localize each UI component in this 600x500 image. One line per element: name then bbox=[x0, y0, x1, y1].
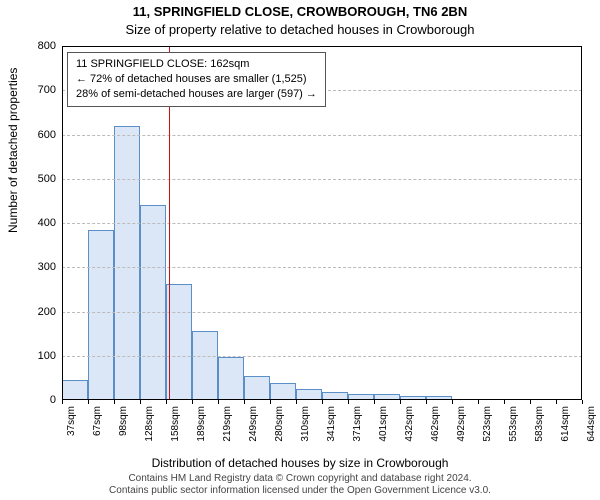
x-tick-label: 644sqm bbox=[586, 406, 597, 456]
histogram-bar bbox=[140, 205, 166, 400]
y-gridline bbox=[62, 223, 582, 224]
y-tick-label: 300 bbox=[38, 261, 62, 273]
x-tick-label: 158sqm bbox=[170, 406, 181, 456]
x-tick-label: 462sqm bbox=[430, 406, 441, 456]
y-gridline bbox=[62, 135, 582, 136]
x-tick-mark bbox=[140, 400, 141, 404]
histogram-bar bbox=[192, 331, 218, 400]
histogram-bar bbox=[426, 396, 452, 400]
page-subtitle: Size of property relative to detached ho… bbox=[0, 22, 600, 37]
x-tick-mark bbox=[348, 400, 349, 404]
x-tick-label: 432sqm bbox=[404, 406, 415, 456]
y-tick-label: 700 bbox=[38, 84, 62, 96]
x-tick-mark bbox=[400, 400, 401, 404]
x-tick-mark bbox=[582, 400, 583, 404]
x-tick-label: 280sqm bbox=[274, 406, 285, 456]
annotation-box: 11 SPRINGFIELD CLOSE: 162sqm ← 72% of de… bbox=[67, 52, 326, 107]
histogram-bar bbox=[348, 394, 374, 400]
x-tick-mark bbox=[426, 400, 427, 404]
y-gridline bbox=[62, 267, 582, 268]
y-gridline bbox=[62, 356, 582, 357]
y-tick-label: 800 bbox=[38, 40, 62, 52]
x-tick-label: 249sqm bbox=[248, 406, 259, 456]
x-tick-label: 98sqm bbox=[118, 406, 129, 456]
histogram-bar bbox=[244, 376, 270, 400]
x-tick-mark bbox=[556, 400, 557, 404]
y-axis-label: Number of detached properties bbox=[6, 68, 20, 233]
x-tick-label: 341sqm bbox=[326, 406, 337, 456]
x-tick-mark bbox=[166, 400, 167, 404]
x-tick-mark bbox=[478, 400, 479, 404]
x-tick-mark bbox=[88, 400, 89, 404]
histogram-bar bbox=[166, 284, 192, 400]
x-tick-mark bbox=[114, 400, 115, 404]
x-tick-mark bbox=[270, 400, 271, 404]
y-tick-label: 0 bbox=[50, 394, 62, 406]
x-tick-label: 310sqm bbox=[300, 406, 311, 456]
y-tick-label: 100 bbox=[38, 350, 62, 362]
histogram-bar bbox=[322, 392, 348, 400]
x-tick-mark bbox=[218, 400, 219, 404]
histogram-bar bbox=[270, 383, 296, 400]
x-tick-mark bbox=[374, 400, 375, 404]
x-axis-label: Distribution of detached houses by size … bbox=[0, 456, 600, 470]
histogram-bar bbox=[296, 389, 322, 400]
y-tick-label: 400 bbox=[38, 217, 62, 229]
y-gridline bbox=[62, 179, 582, 180]
x-tick-mark bbox=[452, 400, 453, 404]
y-gridline bbox=[62, 312, 582, 313]
copyright-line-2: Contains public sector information licen… bbox=[0, 485, 600, 497]
x-tick-label: 37sqm bbox=[66, 406, 77, 456]
y-tick-label: 200 bbox=[38, 306, 62, 318]
x-tick-label: 371sqm bbox=[352, 406, 363, 456]
x-tick-label: 614sqm bbox=[560, 406, 571, 456]
copyright-line-1: Contains HM Land Registry data © Crown c… bbox=[0, 473, 600, 485]
x-tick-label: 67sqm bbox=[92, 406, 103, 456]
x-tick-mark bbox=[192, 400, 193, 404]
x-tick-mark bbox=[62, 400, 63, 404]
x-tick-mark bbox=[322, 400, 323, 404]
page-title: 11, SPRINGFIELD CLOSE, CROWBOROUGH, TN6 … bbox=[0, 4, 600, 19]
x-tick-label: 523sqm bbox=[482, 406, 493, 456]
histogram-bar bbox=[62, 380, 88, 400]
x-tick-label: 219sqm bbox=[222, 406, 233, 456]
x-tick-label: 401sqm bbox=[378, 406, 389, 456]
y-tick-label: 600 bbox=[38, 129, 62, 141]
x-tick-mark bbox=[244, 400, 245, 404]
note-line-1: 11 SPRINGFIELD CLOSE: 162sqm bbox=[76, 57, 317, 72]
x-tick-mark bbox=[530, 400, 531, 404]
copyright-text: Contains HM Land Registry data © Crown c… bbox=[0, 473, 600, 497]
x-tick-label: 553sqm bbox=[508, 406, 519, 456]
histogram-bar bbox=[114, 126, 140, 400]
histogram-bar bbox=[374, 394, 400, 400]
x-tick-mark bbox=[504, 400, 505, 404]
histogram-bar bbox=[88, 230, 114, 400]
note-line-2: ← 72% of detached houses are smaller (1,… bbox=[76, 72, 317, 87]
x-tick-label: 492sqm bbox=[456, 406, 467, 456]
y-tick-label: 500 bbox=[38, 173, 62, 185]
histogram-bar bbox=[218, 357, 244, 400]
note-line-3: 28% of semi-detached houses are larger (… bbox=[76, 87, 317, 102]
x-tick-label: 583sqm bbox=[534, 406, 545, 456]
histogram-bar bbox=[400, 396, 426, 400]
x-tick-label: 189sqm bbox=[196, 406, 207, 456]
x-tick-label: 128sqm bbox=[144, 406, 155, 456]
x-tick-mark bbox=[296, 400, 297, 404]
